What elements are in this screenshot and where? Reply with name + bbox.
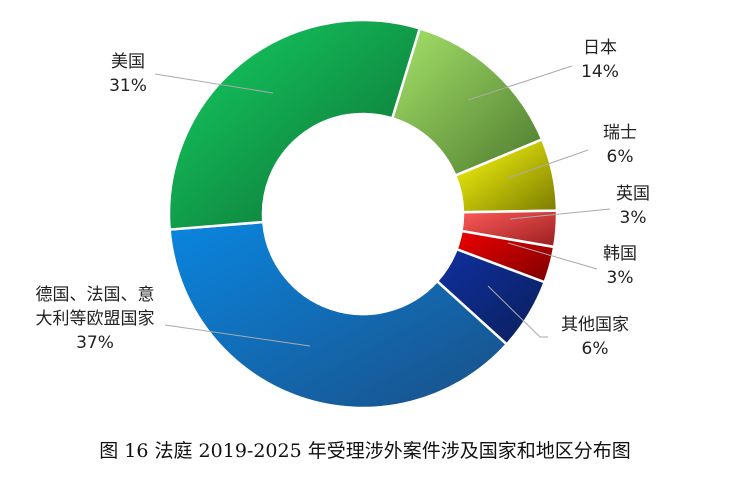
- data-label-category: 日本: [583, 38, 617, 58]
- data-label-category: 德国、法国、意: [36, 285, 155, 305]
- data-label-value: 14%: [581, 62, 619, 82]
- data-label-category: 美国: [111, 52, 145, 72]
- data-label-category: 大利等欧盟国家: [36, 309, 155, 329]
- data-label-value: 31%: [109, 76, 147, 96]
- leader-line-2: [509, 208, 611, 220]
- data-label-category: 英国: [616, 184, 650, 204]
- leader-line-6: [154, 73, 274, 94]
- leader-line-5: [164, 324, 311, 347]
- data-label-category: 韩国: [603, 244, 637, 264]
- leader-line-4: [487, 285, 548, 338]
- leader-line-3: [507, 242, 598, 270]
- slice-6: [167, 18, 422, 231]
- data-label-value: 3%: [620, 208, 647, 228]
- chart-caption: 图 16 法庭 2019-2025 年受理涉外案件涉及国家和地区分布图: [99, 440, 631, 462]
- leader-line-1: [507, 149, 589, 179]
- data-label-category: 其他国家: [561, 315, 629, 335]
- leader-line-0: [467, 65, 573, 101]
- data-label-category: 瑞士: [603, 123, 637, 143]
- slice-5: [168, 220, 509, 410]
- data-label-value: 37%: [76, 333, 114, 353]
- data-label-value: 6%: [582, 339, 609, 359]
- data-label-value: 3%: [607, 268, 634, 288]
- data-label-value: 6%: [607, 147, 634, 167]
